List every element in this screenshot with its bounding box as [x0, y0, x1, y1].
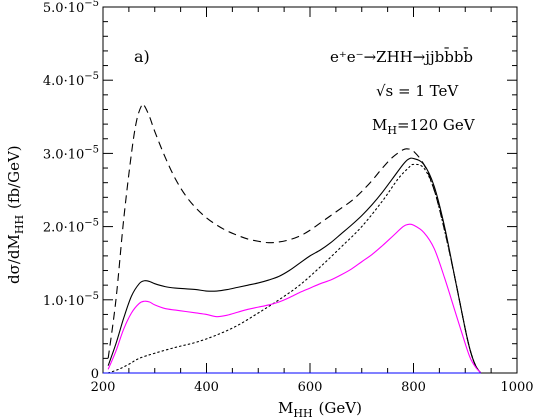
y-tick-label: 1.0·10−5 — [43, 291, 99, 309]
mass-value: =120 GeV — [397, 116, 476, 134]
mass-annotation: MH=120 GeV — [372, 116, 476, 137]
x-axis-title-sub: HH — [293, 407, 312, 419]
series-line-3 — [107, 163, 482, 374]
mass-sub: H — [387, 124, 397, 137]
series-layer — [103, 103, 482, 374]
energy-annotation: √s = 1 TeV — [376, 82, 459, 100]
series-line-1 — [107, 103, 482, 374]
ticks — [102, 6, 518, 374]
process-annotation: e⁺e⁻→ZHH→jjbb̄bb̄ — [330, 48, 473, 66]
x-tick-label: 400 — [194, 380, 219, 395]
x-tick-label: 200 — [91, 380, 116, 395]
y-axis-title-main: dσ/dM — [5, 234, 23, 284]
y-axis-title: dσ/dMHH (fb/GeV) — [5, 145, 26, 284]
x-tick-label: 1000 — [500, 380, 533, 395]
y-tick-label: 0 — [91, 367, 99, 382]
y-tick-label: 5.0·10−5 — [43, 0, 99, 16]
x-axis-title: MHH (GeV) — [278, 399, 362, 419]
x-tick-label: 600 — [298, 380, 323, 395]
mass-main: M — [372, 116, 387, 134]
x-axis-title-unit: (GeV) — [319, 399, 362, 417]
x-axis-title-main: M — [278, 399, 293, 417]
y-axis-title-sub: HH — [13, 215, 26, 234]
series-line-4 — [107, 223, 482, 374]
y-axis-title-unit: (fb/GeV) — [5, 145, 23, 209]
y-tick-label: 2.0·10−5 — [43, 218, 99, 236]
x-tick-label: 800 — [401, 380, 426, 395]
panel-label: a) — [134, 47, 150, 66]
series-line-2 — [107, 157, 482, 374]
y-tick-label: 4.0·10−5 — [43, 71, 99, 89]
tick-labels: 200 400 600 800 1000 0 1.0·10−5 2.0·10−5 3.0·10−… — [43, 0, 534, 395]
y-tick-label: 3.0·10−5 — [43, 144, 99, 162]
